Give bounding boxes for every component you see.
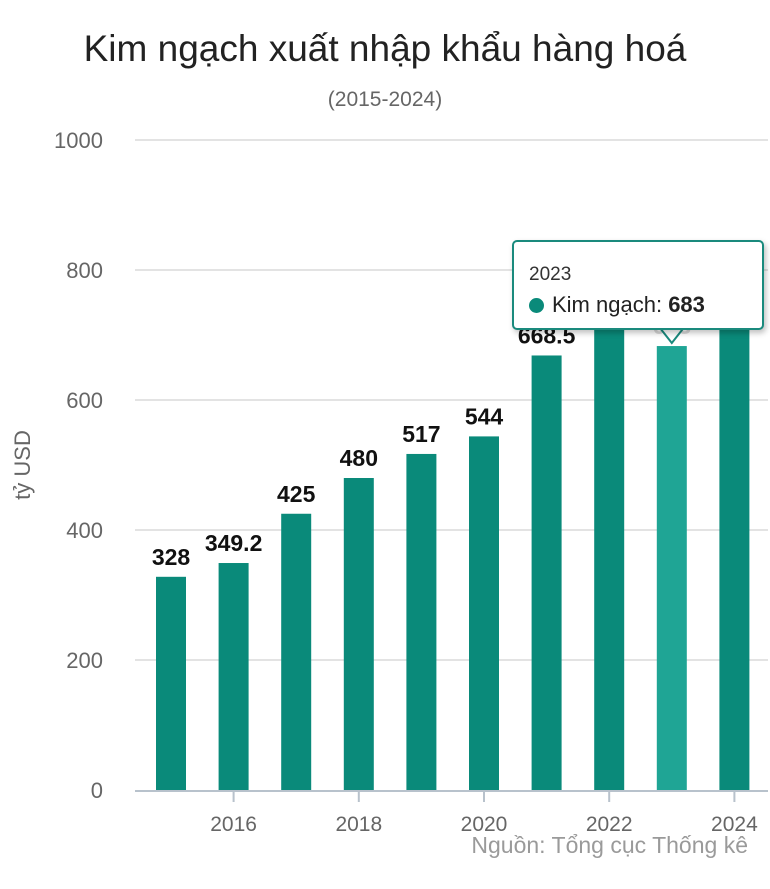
chart-subtitle: (2015-2024): [327, 88, 443, 111]
bar-2020: [469, 436, 499, 790]
data-label-2020: 544: [465, 403, 504, 429]
tooltip: 2023 Kim ngạch: 683: [512, 240, 764, 330]
y-tick-label: 400: [66, 518, 103, 543]
x-tick-label: 2016: [210, 813, 257, 836]
bar-2018: [343, 478, 374, 790]
y-tick-label: 200: [66, 648, 103, 673]
x-tick-label: 2024: [711, 813, 758, 836]
y-axis-title: tỷ USD: [10, 430, 35, 500]
tooltip-value: 683: [668, 292, 705, 317]
y-tick-label: 600: [66, 388, 103, 413]
bar-2017: [281, 513, 312, 790]
bar-2024: [719, 281, 750, 790]
x-tick-label: 2018: [335, 813, 382, 836]
series-dot-icon: [529, 298, 544, 313]
bar-2015: [156, 576, 186, 790]
y-tick-label: 800: [66, 258, 103, 283]
x-tick-label: 2020: [461, 813, 508, 836]
tooltip-label: Kim ngạch:: [552, 292, 663, 317]
bar-2016: [218, 563, 249, 790]
data-label-2016: 349.2: [205, 530, 263, 556]
bar-2019: [406, 453, 437, 790]
data-label-2017: 425: [277, 481, 316, 507]
x-tick-label: 2022: [586, 813, 633, 836]
bar-2021: [531, 355, 562, 790]
data-label-2018: 480: [340, 445, 378, 471]
data-label-2015: 328: [152, 544, 191, 570]
bar-2023: [656, 346, 687, 790]
bar-2022: [594, 313, 625, 790]
tooltip-year: 2023: [529, 264, 572, 285]
chart-title: Kim ngạch xuất nhập khẩu hàng hoá: [83, 28, 687, 69]
y-tick-label: 0: [91, 778, 103, 803]
source-note: Nguồn: Tổng cục Thống kê: [471, 832, 748, 858]
y-tick-label: 1000: [54, 128, 103, 153]
tooltip-row: Kim ngạch: 683: [529, 292, 705, 318]
data-label-2019: 517: [402, 421, 440, 447]
